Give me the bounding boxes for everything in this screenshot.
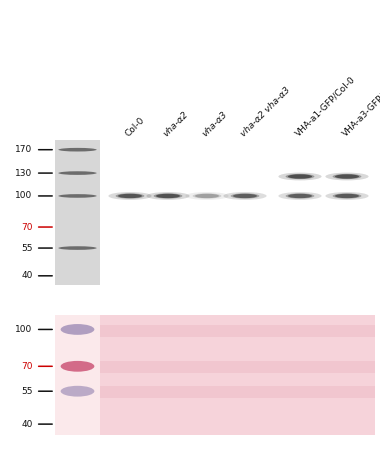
Text: 55: 55 bbox=[21, 387, 33, 396]
Ellipse shape bbox=[233, 194, 257, 198]
Text: 55: 55 bbox=[21, 244, 33, 252]
Ellipse shape bbox=[59, 148, 97, 152]
Ellipse shape bbox=[288, 194, 312, 198]
Text: 70: 70 bbox=[21, 362, 33, 371]
Ellipse shape bbox=[231, 193, 260, 199]
Ellipse shape bbox=[195, 194, 219, 198]
Ellipse shape bbox=[325, 172, 369, 180]
Ellipse shape bbox=[108, 192, 152, 200]
Ellipse shape bbox=[279, 192, 321, 200]
Ellipse shape bbox=[61, 324, 94, 335]
Ellipse shape bbox=[61, 386, 94, 397]
Bar bbox=[55, 315, 100, 435]
Ellipse shape bbox=[193, 193, 222, 199]
Bar bbox=[55, 140, 100, 285]
Ellipse shape bbox=[156, 194, 180, 198]
Ellipse shape bbox=[288, 174, 312, 179]
Text: 100: 100 bbox=[15, 191, 33, 201]
Text: VHA-a3-GFP/Col-0: VHA-a3-GFP/Col-0 bbox=[340, 74, 380, 138]
Ellipse shape bbox=[335, 174, 359, 179]
Ellipse shape bbox=[335, 194, 359, 198]
Ellipse shape bbox=[185, 192, 229, 200]
Text: vha-α2: vha-α2 bbox=[162, 109, 190, 138]
Ellipse shape bbox=[286, 193, 314, 199]
Ellipse shape bbox=[59, 194, 97, 198]
Text: 130: 130 bbox=[15, 169, 33, 178]
Text: vha-α3: vha-α3 bbox=[201, 109, 229, 138]
Ellipse shape bbox=[325, 192, 369, 200]
Ellipse shape bbox=[332, 174, 361, 179]
Text: vha-α2 vha-α3: vha-α2 vha-α3 bbox=[239, 85, 291, 138]
Ellipse shape bbox=[118, 194, 142, 198]
Bar bbox=[100, 325, 375, 337]
Bar bbox=[100, 362, 375, 374]
Bar bbox=[100, 315, 375, 435]
Ellipse shape bbox=[223, 192, 267, 200]
Bar bbox=[100, 386, 375, 398]
Ellipse shape bbox=[146, 192, 190, 200]
Ellipse shape bbox=[61, 361, 94, 372]
Text: 40: 40 bbox=[21, 271, 33, 280]
Ellipse shape bbox=[286, 174, 314, 179]
Text: 100: 100 bbox=[15, 325, 33, 334]
Text: 40: 40 bbox=[21, 420, 33, 429]
Ellipse shape bbox=[279, 172, 321, 180]
Ellipse shape bbox=[332, 193, 361, 199]
Text: VHA-a1-GFP/Col-0: VHA-a1-GFP/Col-0 bbox=[294, 74, 357, 138]
Text: Col-0: Col-0 bbox=[124, 115, 147, 138]
Text: 70: 70 bbox=[21, 222, 33, 232]
Text: 170: 170 bbox=[15, 145, 33, 154]
Ellipse shape bbox=[116, 193, 144, 199]
Ellipse shape bbox=[59, 246, 97, 250]
Ellipse shape bbox=[154, 193, 182, 199]
Ellipse shape bbox=[59, 171, 97, 175]
